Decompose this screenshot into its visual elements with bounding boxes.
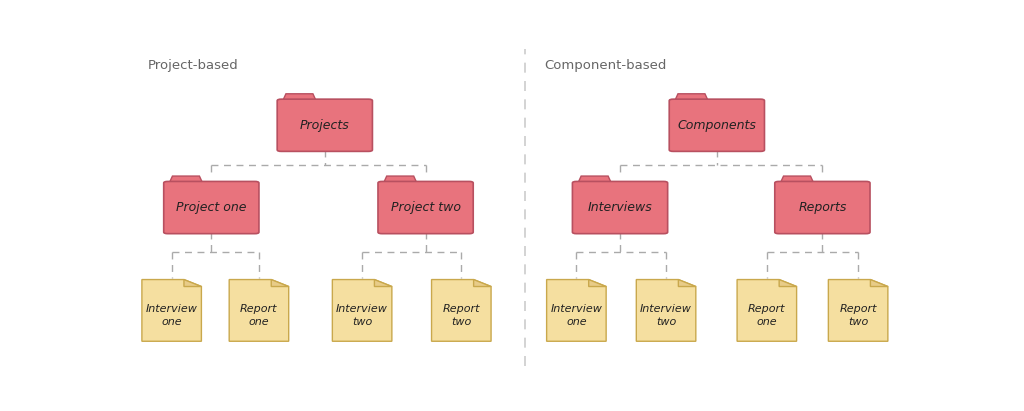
Text: Interview
one: Interview one <box>145 304 198 327</box>
FancyBboxPatch shape <box>164 181 259 234</box>
Polygon shape <box>870 279 888 286</box>
Polygon shape <box>142 279 202 341</box>
Text: Projects: Projects <box>300 119 349 132</box>
Polygon shape <box>169 176 203 183</box>
Text: Report
one: Report one <box>749 304 785 327</box>
Text: Project-based: Project-based <box>147 59 239 72</box>
Polygon shape <box>779 279 797 286</box>
Text: Component-based: Component-based <box>545 59 667 72</box>
Text: Components: Components <box>678 119 757 132</box>
Polygon shape <box>589 279 606 286</box>
FancyBboxPatch shape <box>775 181 870 234</box>
Text: Interviews: Interviews <box>588 201 652 214</box>
Polygon shape <box>184 279 202 286</box>
FancyBboxPatch shape <box>278 99 373 151</box>
Text: Interview
one: Interview one <box>551 304 602 327</box>
FancyBboxPatch shape <box>378 181 473 234</box>
Text: Project one: Project one <box>176 201 247 214</box>
Polygon shape <box>675 94 709 101</box>
Text: Interview
two: Interview two <box>336 304 388 327</box>
Polygon shape <box>474 279 492 286</box>
Text: Reports: Reports <box>799 201 847 214</box>
Polygon shape <box>737 279 797 341</box>
Text: Report
two: Report two <box>840 304 877 327</box>
Polygon shape <box>283 94 316 101</box>
Polygon shape <box>828 279 888 341</box>
Polygon shape <box>375 279 392 286</box>
Polygon shape <box>229 279 289 341</box>
Text: Report
two: Report two <box>442 304 480 327</box>
Polygon shape <box>384 176 417 183</box>
Polygon shape <box>431 279 492 341</box>
Text: Project two: Project two <box>390 201 461 214</box>
Polygon shape <box>636 279 696 341</box>
Polygon shape <box>333 279 392 341</box>
Text: Report
one: Report one <box>241 304 278 327</box>
Polygon shape <box>780 176 814 183</box>
Polygon shape <box>271 279 289 286</box>
FancyBboxPatch shape <box>572 181 668 234</box>
Text: Interview
two: Interview two <box>640 304 692 327</box>
FancyBboxPatch shape <box>670 99 765 151</box>
Polygon shape <box>578 176 611 183</box>
Polygon shape <box>547 279 606 341</box>
Polygon shape <box>678 279 696 286</box>
